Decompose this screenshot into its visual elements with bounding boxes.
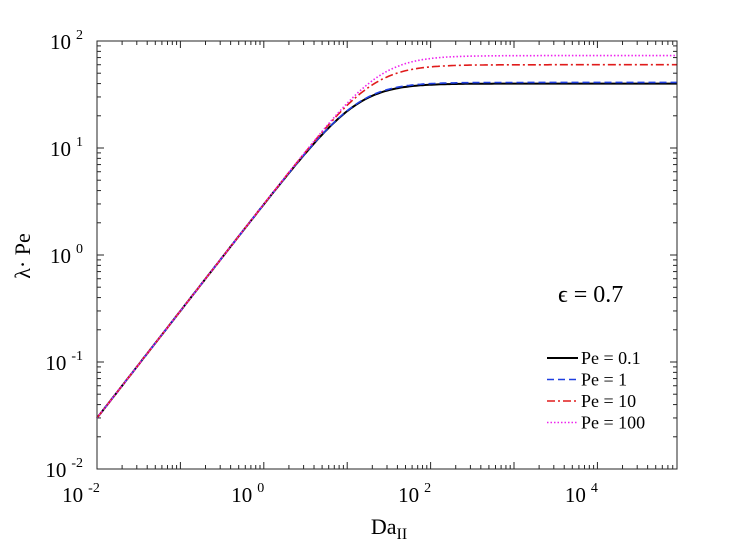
y-tick-base: 10 — [45, 351, 66, 375]
x-tick-label: 10 2 — [398, 481, 431, 507]
y-tick-base: 10 — [45, 458, 66, 482]
y-tick-exp: 1 — [76, 135, 83, 150]
x-tick-label: 10 -2 — [62, 481, 100, 507]
series-line-pe-100 — [96, 54, 677, 419]
x-tick-label: 10 0 — [231, 481, 264, 507]
y-tick-label: 10 1 — [50, 135, 83, 161]
x-tick-exp: 0 — [257, 481, 264, 496]
x-tick-exp: 4 — [591, 481, 598, 496]
y-tick-label: 10 -1 — [45, 349, 83, 375]
y-tick-exp: -1 — [71, 349, 83, 364]
y-tick-base: 10 — [50, 137, 71, 161]
y-tick-base: 10 — [50, 30, 71, 54]
y-axis-label: λ· Pe — [10, 233, 35, 279]
x-axis-label-main: Da — [371, 514, 397, 539]
y-tick-exp: -2 — [71, 456, 83, 471]
legend-label-pe-10: Pe = 10 — [581, 391, 636, 411]
y-tick-label: 10 0 — [50, 242, 83, 268]
series-line-pe-1 — [96, 81, 677, 419]
series-line-pe-10 — [96, 63, 677, 419]
ticks-layer — [96, 40, 678, 470]
ticklabel-layer: 10 -2 10 0 10 2 10 4 10 -2 10 -1 10 0 10 1 10 2 — [45, 28, 598, 507]
x-tick-base: 10 — [565, 483, 586, 507]
x-tick-exp: 2 — [424, 481, 431, 496]
plot-frame — [96, 40, 678, 470]
series-layer — [96, 54, 677, 419]
x-tick-base: 10 — [398, 483, 419, 507]
epsilon-annotation: ϵ = 0.7 — [558, 282, 623, 308]
x-tick-label: 10 4 — [565, 481, 598, 507]
y-tick-exp: 0 — [76, 242, 83, 257]
x-axis-label: DaII — [371, 514, 407, 543]
legend-label-pe-100: Pe = 100 — [581, 413, 645, 433]
y-tick-exp: 2 — [76, 28, 83, 43]
x-axis-label-sub: II — [397, 526, 408, 543]
y-tick-base: 10 — [50, 244, 71, 268]
legend-label-pe-0-1: Pe = 0.1 — [581, 348, 641, 368]
x-tick-base: 10 — [62, 483, 83, 507]
x-tick-base: 10 — [231, 483, 252, 507]
legend-label-pe-1: Pe = 1 — [581, 370, 627, 390]
y-tick-label: 10 -2 — [45, 456, 83, 482]
x-tick-exp: -2 — [88, 481, 100, 496]
y-tick-label: 10 2 — [50, 28, 83, 54]
